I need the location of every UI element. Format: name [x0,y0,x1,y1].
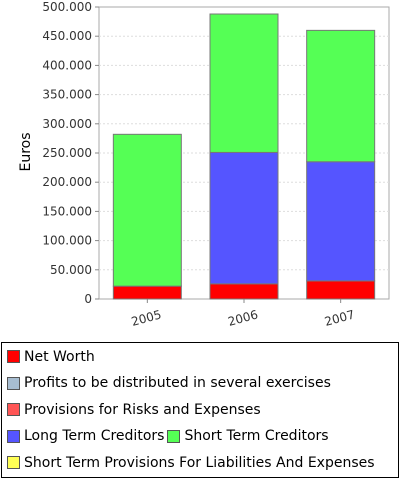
y-tick-label: 250.000 [42,146,92,160]
y-tick-label: 450.000 [42,29,92,43]
y-axis-title: Euros [18,132,34,171]
legend-label: Long Term Creditors [24,428,165,444]
legend-item: Long Term Creditors [7,428,164,444]
legend-item: Provisions for Risks and Expenses [7,402,261,418]
legend-row: Short Term Provisions For Liabilities An… [7,454,378,474]
legend-swatch [7,350,20,363]
legend: Net Worth Profits to be distributed in se… [1,342,399,478]
legend-row: Profits to be distributed in several exe… [7,375,334,395]
y-tick-label: 150.000 [42,204,92,218]
legend-swatch [7,429,20,443]
legend-label: Provisions for Risks and Expenses [24,401,261,418]
legend-swatch [167,429,181,443]
legend-item: Short Term Provisions For Liabilities An… [7,455,375,471]
x-tick-label: 2005 [130,307,163,328]
x-tick-label: 2007 [323,307,356,328]
y-tick-label: 50.000 [50,263,92,277]
y-tick-label: 300.000 [42,117,92,131]
legend-item: Short Term Creditors [167,428,329,444]
y-tick-label: 400.000 [42,58,92,72]
y-tick-label: 350.000 [42,88,92,102]
bar-chart: 0 50.000 100.000 150.000 200.000 250.000 300.0… [18,0,390,329]
y-tick-label: 100.000 [42,234,92,248]
x-axis-ticks: 2005 2006 2007 [130,299,356,329]
legend-row: Long Term Creditors Short Term Creditors [7,428,332,448]
legend-label: Short Term Provisions For Liabilities An… [24,454,375,471]
bars [112,13,376,300]
y-tick-label: 0 [84,292,92,306]
bar-2006-short-term-creditors [209,13,279,153]
legend-label: Short Term Creditors [184,428,329,444]
bar-2007-short-term-creditors [306,29,376,163]
bar-2007-long-term-creditors [306,161,376,282]
legend-item: Profits to be distributed in several exe… [7,375,331,391]
bar-2006-long-term-creditors [209,151,279,285]
legend-label: Net Worth [24,348,95,365]
legend-item: Net Worth [7,349,95,365]
legend-row: Net Worth [7,348,98,368]
bar-2006-net-worth [209,283,279,300]
y-axis-ticks: 0 50.000 100.000 150.000 200.000 250.000 300.0… [42,0,99,306]
bar-2007-net-worth [306,280,376,300]
y-tick-label: 200.000 [42,175,92,189]
x-tick-label: 2006 [226,307,259,328]
legend-swatch [7,403,20,416]
bar-2005-short-term-creditors [112,133,182,287]
legend-swatch [7,456,20,469]
legend-row: Provisions for Risks and Expenses [7,401,264,421]
legend-swatch [7,376,20,390]
bar-2005-net-worth [112,285,182,300]
y-tick-label: 500.000 [42,0,92,14]
legend-label: Profits to be distributed in several exe… [24,375,331,391]
